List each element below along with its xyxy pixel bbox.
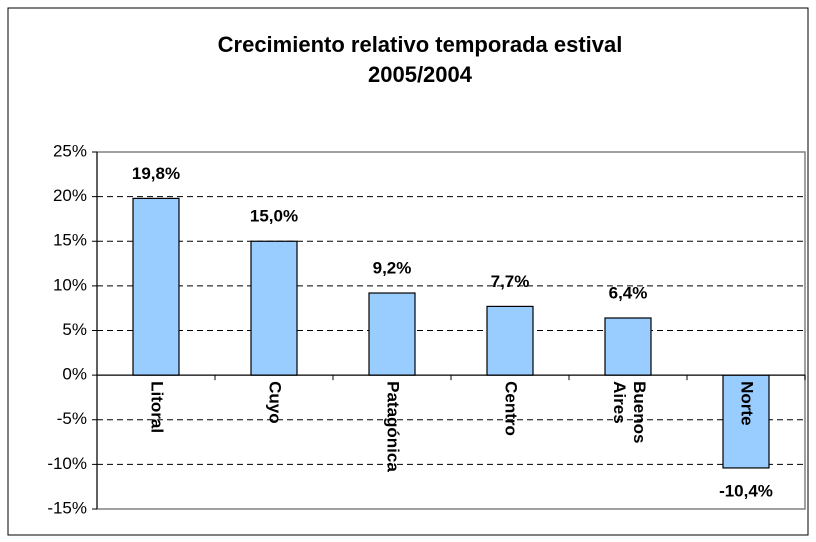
x-tick-label: BuenosAires bbox=[610, 381, 649, 443]
x-tick-label: Patagónica bbox=[384, 381, 403, 472]
data-label: 6,4% bbox=[609, 283, 648, 302]
chart-title: Crecimiento relativo temporada estival bbox=[218, 32, 623, 57]
data-label: 15,0% bbox=[250, 207, 298, 226]
y-tick-label: 20% bbox=[53, 186, 87, 205]
bar bbox=[722, 374, 770, 469]
y-tick-label: 25% bbox=[53, 141, 87, 160]
chart-title: 2005/2004 bbox=[368, 62, 473, 87]
y-tick-label: 0% bbox=[62, 365, 87, 384]
y-tick-label: -10% bbox=[47, 454, 87, 473]
data-label: 19,8% bbox=[132, 164, 180, 183]
bar bbox=[132, 197, 180, 376]
data-label: 9,2% bbox=[373, 258, 412, 277]
data-label: -10,4% bbox=[719, 481, 773, 500]
y-tick-label: -15% bbox=[47, 498, 87, 517]
data-label: 7,7% bbox=[491, 272, 530, 291]
bar bbox=[486, 305, 534, 376]
bar bbox=[604, 317, 652, 376]
y-tick-label: 10% bbox=[53, 275, 87, 294]
y-tick-label: -5% bbox=[57, 409, 87, 428]
y-tick-label: 15% bbox=[53, 231, 87, 250]
x-tick-label: Centro bbox=[502, 381, 521, 436]
bar bbox=[250, 240, 298, 376]
x-tick-label: Norte bbox=[738, 381, 757, 425]
x-tick-label: Cuyo bbox=[266, 381, 285, 424]
y-tick-label: 5% bbox=[62, 320, 87, 339]
bar bbox=[368, 292, 416, 376]
x-tick-label: Litoral bbox=[148, 381, 167, 433]
